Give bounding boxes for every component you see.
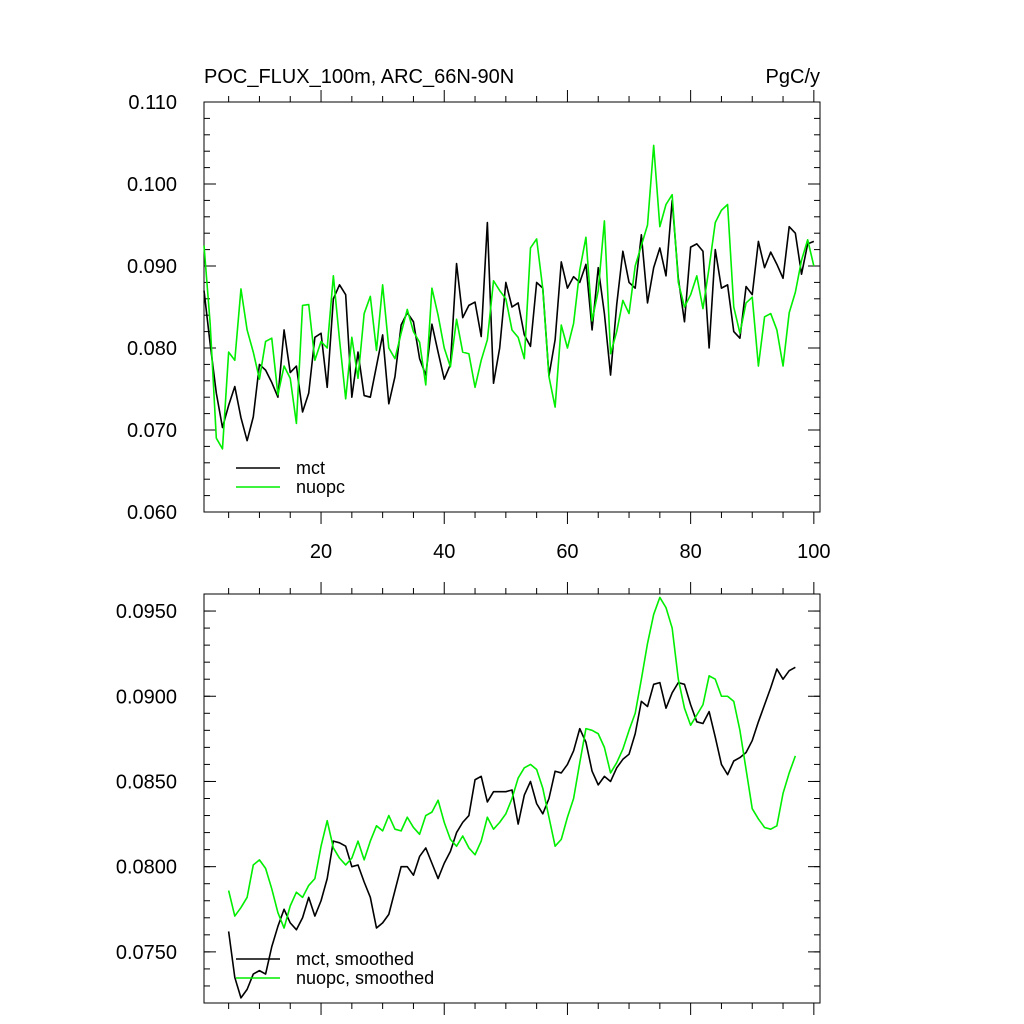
chart-panel-1: 0.060 0.070 0.080 0.090 0.100 0.110 20 40 60 80 10… [127, 66, 831, 563]
chart-title: POC_FLUX_100m, ARC_66N-90N [204, 66, 514, 88]
y-tick-label: 0.090 [127, 256, 177, 278]
y-tick-label: 0.070 [127, 420, 177, 442]
series-line-mct [203, 199, 815, 442]
y-tick-label: 0.0750 [116, 942, 177, 964]
x-tick-label: 20 [310, 541, 332, 563]
y-tick-label: 0.100 [127, 174, 177, 196]
y-tick-label: 0.0900 [116, 686, 177, 708]
y-tick-label: 0.080 [127, 338, 177, 360]
chart-panel-2: 0.0750 0.0800 0.0850 0.0900 0.0950 mct, smoot… [116, 582, 821, 1015]
plot-frame [203, 101, 821, 513]
x-tick-label: 80 [680, 541, 702, 563]
y-tick-label: 0.0950 [116, 601, 177, 623]
x-tick-label: 60 [556, 541, 578, 563]
series-line-mct-smoothed [227, 666, 796, 999]
y-tick-label: 0.0800 [116, 857, 177, 879]
x-tick-label: 40 [433, 541, 455, 563]
y-tick-label: 0.0850 [116, 771, 177, 793]
y-tick-label: 0.060 [127, 502, 177, 524]
units-label: PgC/y [766, 66, 820, 88]
series-line-nuopc [203, 144, 815, 450]
x-tick-label: 100 [797, 541, 830, 563]
legend-label: mct, smoothed [296, 949, 414, 969]
series-line-nuopc-smoothed [227, 596, 797, 929]
legend-label: mct [296, 458, 325, 478]
legend-label: nuopc [296, 477, 345, 497]
y-tick-label: 0.110 [128, 92, 177, 114]
legend-label: nuopc, smoothed [296, 968, 434, 988]
